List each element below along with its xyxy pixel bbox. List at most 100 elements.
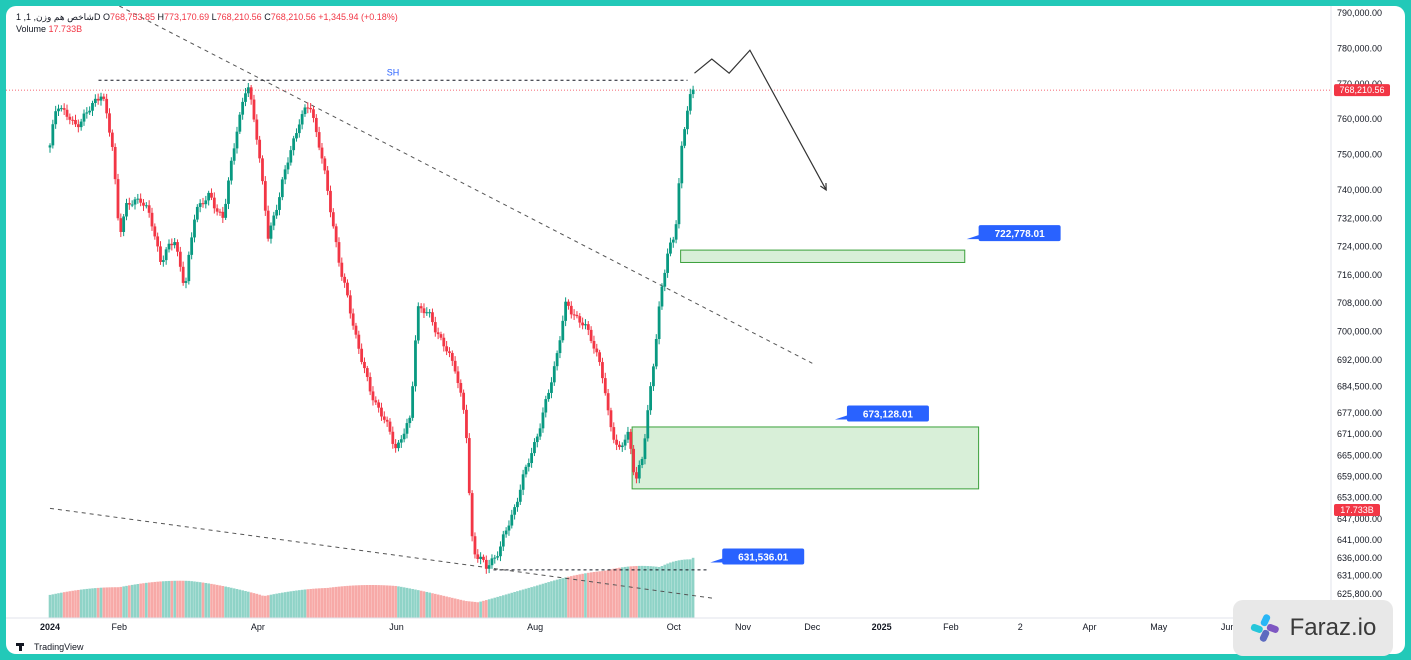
close-label: C [264, 12, 271, 22]
candle-body [212, 197, 216, 209]
candle-body [283, 169, 287, 180]
volume-bar [181, 580, 185, 618]
candle-body [221, 211, 225, 218]
candle-body [295, 133, 298, 139]
volume-bar [94, 588, 97, 618]
volume-bar [654, 566, 658, 618]
candle-body [238, 114, 242, 132]
volume-label: Volume [16, 24, 47, 34]
candle-body [516, 501, 519, 508]
volume-bar [286, 591, 290, 618]
price-chart[interactable]: SH 790,000.00 780,000.00 770,000.00 760,000… [6, 6, 1405, 654]
x-tick-label: Feb [943, 622, 959, 632]
volume-bar [555, 579, 559, 618]
candle-body [187, 254, 191, 282]
tradingview-logo[interactable]: TradingView [16, 642, 84, 652]
volume-bar [686, 559, 689, 618]
candle-body [62, 108, 66, 110]
volume-bar [96, 587, 100, 618]
y-tick-label: 732,000.00 [1337, 213, 1382, 223]
candle-body [518, 489, 522, 502]
volume-bar [187, 580, 191, 618]
candle-body [320, 147, 324, 159]
volume-bar [513, 591, 516, 618]
volume-bar [241, 590, 244, 618]
candle-body [82, 113, 86, 122]
candle-body [229, 160, 233, 181]
volume-bar [368, 585, 372, 618]
candle-body [357, 334, 361, 349]
high-label: H [157, 12, 165, 22]
price-label-box [722, 548, 805, 565]
candles[interactable] [48, 82, 695, 574]
candle-body [91, 103, 94, 111]
price-axis[interactable]: 790,000.00 780,000.00 770,000.00 760,000.00… [6, 6, 1390, 619]
volume-bar [147, 582, 151, 618]
volume-bar [232, 588, 236, 618]
volume-bar [516, 591, 519, 618]
volume-bar [666, 563, 669, 618]
chart-legend: 1 ,شاخص هم وزن, 1D O768,753.85 H773,170.… [16, 11, 398, 35]
volume-bar [411, 588, 414, 618]
y-tick-label: 692,000.00 [1337, 355, 1382, 365]
price-labels[interactable]: 722,778.01 673,128.01 631,536.01 [710, 225, 1061, 565]
volume-bar [671, 561, 675, 618]
volume-bar [538, 584, 542, 618]
volume-bar [357, 585, 361, 618]
demand-zones[interactable] [631, 249, 980, 490]
candle-body [184, 281, 188, 283]
y-tick-label: 700,000.00 [1337, 326, 1382, 336]
candle-body [436, 332, 440, 335]
volume-bar [303, 589, 307, 618]
volume-bar [258, 594, 261, 618]
volume-bar [193, 581, 196, 618]
candle-body [93, 98, 97, 104]
volume-bar [442, 595, 446, 618]
volume-bar [102, 587, 106, 618]
volume-bar [201, 582, 205, 618]
candle-body [635, 472, 638, 479]
candle-body [456, 371, 460, 384]
volume-bar [510, 592, 514, 618]
candle-body [504, 530, 508, 535]
drawing-lines[interactable]: SH [6, 6, 1331, 600]
candle-body [59, 108, 63, 110]
close-value: 768,210.56 [270, 12, 316, 22]
volume-bar [623, 566, 627, 618]
candle-body [598, 352, 602, 363]
candle-body [144, 205, 148, 207]
volume-bar [337, 586, 341, 618]
candle-body [363, 361, 366, 369]
volume-bar [558, 578, 562, 618]
candle-body [368, 376, 372, 392]
symbol-name: 1 ,شاخص هم وزن, 1D [16, 12, 101, 22]
candle-body [374, 400, 378, 403]
candle-body [431, 312, 434, 323]
volume-bar [646, 566, 650, 618]
volume-bar [422, 591, 426, 618]
volume-bar [601, 571, 604, 618]
volume-bar [445, 596, 448, 618]
volume-bar [116, 587, 120, 618]
volume-bar [612, 568, 616, 618]
candle-body [487, 565, 491, 569]
candle-body [589, 329, 593, 341]
volume-bar [150, 582, 154, 618]
volume-bar [569, 576, 573, 618]
volume-bar [462, 600, 465, 618]
volume-bar [167, 580, 171, 618]
volume-bar [552, 580, 556, 618]
volume-bar [244, 591, 247, 618]
time-axis[interactable]: 2024 Feb Apr Jun Aug Oct Nov Dec 2025 Feb 2 Apr May J… [40, 622, 1235, 632]
volume-bar [544, 582, 548, 618]
x-tick-label: Feb [112, 622, 128, 632]
volume-bar [586, 572, 590, 618]
volume-bar [541, 583, 545, 618]
volume-bar [680, 559, 684, 618]
candle-body [150, 212, 154, 227]
candle-body [195, 206, 199, 220]
candle-body [201, 203, 205, 205]
volume-bar [170, 580, 174, 618]
candle-body [422, 308, 426, 314]
candle-body [544, 399, 548, 413]
